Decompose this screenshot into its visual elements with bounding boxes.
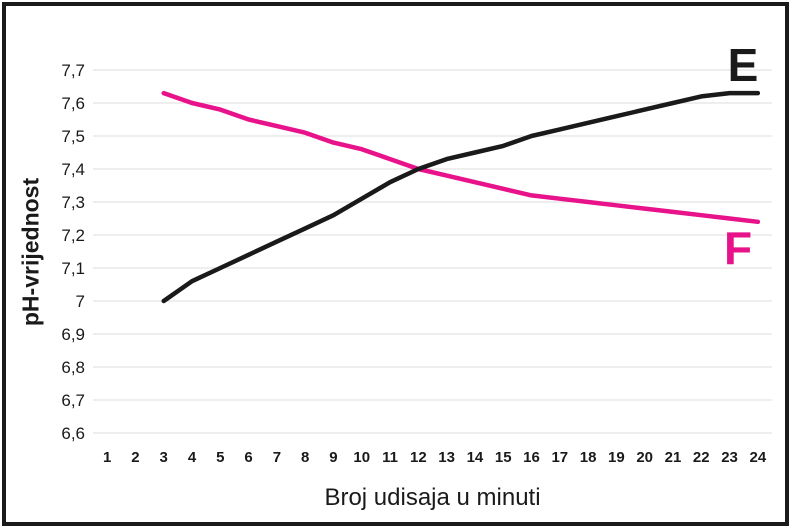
x-tick-label: 1	[103, 449, 111, 466]
x-tick-label: 6	[244, 449, 252, 466]
x-tick-label: 11	[382, 449, 398, 466]
y-tick-label: 6,9	[61, 325, 85, 344]
x-tick-label: 17	[551, 449, 568, 466]
x-tick-label: 24	[750, 449, 767, 466]
series-label-f: F	[723, 222, 753, 274]
y-axis-title: pH-vrijednost	[17, 177, 44, 327]
x-tick-label: 8	[301, 449, 309, 466]
x-tick-label: 22	[693, 449, 710, 466]
x-tick-label: 19	[608, 449, 625, 466]
y-tick-label: 7,3	[61, 193, 85, 212]
x-tick-label: 5	[216, 449, 224, 466]
y-tick-label: 7,1	[61, 259, 85, 278]
x-tick-label: 3	[160, 449, 168, 466]
x-tick-label: 12	[410, 449, 427, 466]
y-tick-label: 7,2	[61, 226, 85, 245]
y-tick-label: 7,4	[61, 160, 85, 179]
x-tick-label: 15	[495, 449, 512, 466]
x-tick-label: 23	[721, 449, 738, 466]
y-tick-label: 6,8	[61, 358, 85, 377]
x-axis-title: Broj udisaja u minuti	[324, 484, 541, 511]
y-tick-label: 7,7	[61, 61, 85, 80]
x-tick-label: 13	[438, 449, 455, 466]
x-tick-label: 10	[353, 449, 370, 466]
x-tick-label: 18	[580, 449, 597, 466]
x-tick-label: 21	[665, 449, 682, 466]
series-label-e: E	[727, 39, 759, 91]
x-tick-label: 9	[329, 449, 337, 466]
y-tick-label: 6,7	[61, 391, 85, 410]
x-tick-label: 4	[188, 449, 197, 466]
x-tick-label: 2	[131, 449, 139, 466]
y-tick-label: 7,6	[61, 94, 85, 113]
series-line-e	[161, 90, 761, 304]
x-tick-label: 16	[523, 449, 540, 466]
x-tick-label: 14	[467, 449, 484, 466]
y-tick-label: 6,6	[61, 424, 85, 443]
series-line-f	[161, 90, 761, 225]
y-tick-label: 7,5	[61, 127, 85, 146]
x-tick-label: 20	[636, 449, 653, 466]
y-tick-label: 7	[76, 292, 85, 311]
x-tick-label: 7	[273, 449, 281, 466]
